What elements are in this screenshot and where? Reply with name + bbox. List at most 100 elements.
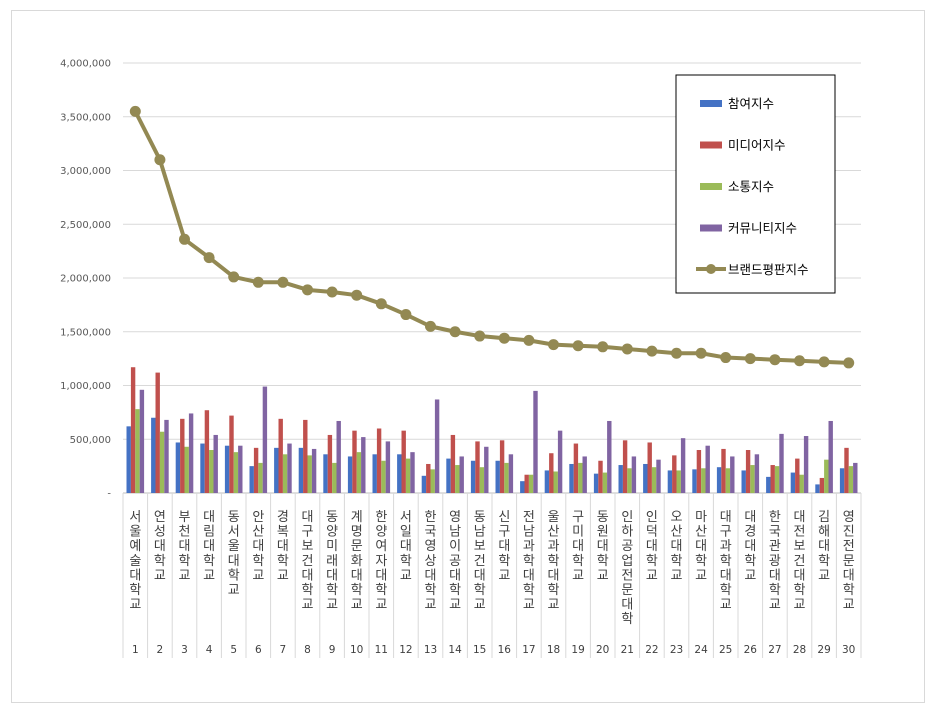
- bar-커뮤니티지수: [508, 454, 514, 493]
- bar-참여지수: [224, 445, 230, 493]
- bar-커뮤니티지수: [459, 456, 464, 493]
- point-브랜드평판지수: [720, 352, 732, 364]
- point-브랜드평판지수: [203, 252, 215, 264]
- x-rank-label: 26: [744, 644, 758, 656]
- legend-label: 참여지수: [728, 96, 774, 111]
- y-tick-label: 2,500,000: [60, 220, 111, 231]
- bar-소통지수: [651, 467, 657, 493]
- bar-참여지수: [520, 481, 525, 493]
- bar-미디어지수: [155, 372, 160, 493]
- bar-커뮤니티지수: [656, 459, 661, 493]
- x-rank-label: 29: [817, 644, 830, 656]
- bar-소통지수: [848, 466, 854, 493]
- bar-소통지수: [578, 462, 583, 493]
- x-rank-label: 21: [621, 644, 634, 656]
- bar-참여지수: [200, 443, 205, 493]
- x-rank-label: 12: [399, 644, 412, 656]
- bar-미디어지수: [745, 450, 751, 493]
- bar-소통지수: [184, 446, 189, 493]
- legend-label: 커뮤니티지수: [728, 221, 797, 236]
- bar-미디어지수: [229, 415, 234, 493]
- x-rank-label: 24: [694, 644, 708, 656]
- bar-참여지수: [618, 465, 623, 493]
- bar-참여지수: [323, 454, 328, 493]
- bar-참여지수: [495, 460, 500, 493]
- bar-소통지수: [307, 455, 312, 493]
- legend-label: 미디어지수: [728, 138, 786, 153]
- point-브랜드평판지수: [621, 343, 633, 355]
- legend-swatch: [700, 183, 722, 190]
- x-rank-label: 7: [280, 644, 287, 656]
- bar-커뮤니티지수: [164, 419, 169, 493]
- y-tick-label: 2,000,000: [60, 274, 111, 285]
- bar-커뮤니티지수: [484, 446, 489, 493]
- x-rank-label: 5: [230, 644, 237, 656]
- x-rank-label: 30: [842, 644, 855, 656]
- bar-커뮤니티지수: [680, 438, 686, 493]
- bar-커뮤니티지수: [434, 399, 440, 493]
- bar-커뮤니티지수: [631, 456, 637, 493]
- bar-커뮤니티지수: [188, 413, 194, 493]
- point-브랜드평판지수: [129, 105, 141, 117]
- bar-참여지수: [839, 468, 845, 493]
- bar-참여지수: [766, 476, 771, 493]
- bar-미디어지수: [696, 450, 702, 493]
- bar-참여지수: [790, 472, 796, 493]
- point-브랜드평판지수: [597, 341, 609, 353]
- bar-커뮤니티지수: [705, 445, 710, 493]
- bar-소통지수: [405, 458, 411, 493]
- bar-미디어지수: [450, 434, 456, 493]
- legend-marker: [706, 264, 716, 274]
- bar-소통지수: [159, 431, 165, 493]
- bar-참여지수: [692, 469, 697, 493]
- point-브랜드평판지수: [326, 286, 338, 298]
- bar-커뮤니티지수: [385, 441, 391, 493]
- bar-참여지수: [347, 456, 353, 493]
- y-tick-label: 500,000: [70, 435, 111, 446]
- x-rank-label: 16: [498, 644, 512, 656]
- bar-미디어지수: [549, 453, 554, 493]
- bar-미디어지수: [204, 410, 210, 493]
- point-브랜드평판지수: [351, 289, 363, 301]
- bar-참여지수: [643, 463, 648, 493]
- chart-frame: - 500,000 1,000,000 1,500,000 2,000,000 2,500…: [11, 10, 925, 703]
- bar-소통지수: [504, 462, 509, 493]
- point-브랜드평판지수: [695, 347, 707, 359]
- point-브랜드평판지수: [154, 154, 166, 166]
- bar-소통지수: [381, 460, 386, 493]
- bar-커뮤니티지수: [828, 420, 833, 493]
- x-rank-label: 28: [793, 644, 806, 656]
- bar-소통지수: [356, 452, 362, 493]
- bar-소통지수: [528, 474, 534, 493]
- x-rank-label: 1: [132, 644, 139, 656]
- bar-미디어지수: [401, 430, 406, 493]
- bar-미디어지수: [672, 455, 677, 493]
- legend-swatch: [700, 141, 722, 149]
- x-rank-label: 2: [157, 644, 164, 656]
- bar-미디어지수: [795, 458, 800, 493]
- legend-swatch: [700, 100, 722, 107]
- bar-소통지수: [258, 462, 263, 493]
- bar-미디어지수: [376, 428, 382, 493]
- bar-참여지수: [249, 466, 254, 493]
- bar-소통지수: [209, 450, 214, 493]
- bar-커뮤니티지수: [557, 430, 563, 493]
- bar-커뮤니티지수: [607, 420, 612, 493]
- bar-소통지수: [725, 468, 731, 493]
- y-tick-label: 3,000,000: [60, 166, 111, 177]
- bar-참여지수: [716, 467, 722, 493]
